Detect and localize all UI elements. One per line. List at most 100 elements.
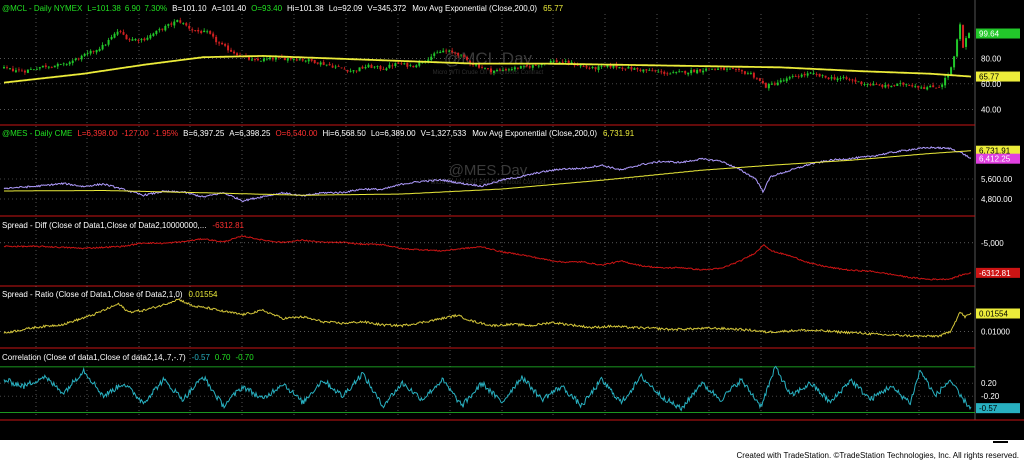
mcl-candle-body (304, 60, 307, 62)
mes-high: Hi=6,568.50 (322, 129, 366, 138)
footer-credit: Created with TradeStation. ©TradeStation… (737, 451, 1020, 460)
mcl-candle-body (791, 76, 794, 77)
mes-price-line (3, 146, 972, 203)
mcl-candle-body (785, 78, 788, 82)
mcl-candle-body (489, 68, 492, 73)
mcl-candle-body (325, 64, 328, 66)
x-axis-label: Oct (651, 424, 664, 433)
mcl-candle-body (507, 69, 510, 71)
mcl-candle-body (454, 52, 457, 54)
mcl-candle-body (666, 73, 669, 75)
mcl-high: Hi=101.38 (287, 4, 324, 13)
mcl-candle-body (492, 70, 495, 73)
mcl-candle-body (624, 68, 627, 70)
mcl-header-exchange: - Daily NYMEX (27, 4, 83, 13)
mcl-candle-body (839, 78, 842, 79)
mcl-study-value: 65.77 (543, 4, 564, 13)
mcl-candle-body (137, 39, 140, 41)
mcl-candle-body (364, 67, 367, 69)
mcl-candle-body (298, 59, 301, 61)
mcl-candle-body (334, 66, 337, 68)
mcl-candle-body (911, 85, 914, 87)
mcl-candle-body (669, 73, 672, 75)
mcl-candle-body (62, 63, 65, 65)
mes-y-tick-label: 5,600.00 (981, 175, 1013, 184)
mcl-candle-body (436, 52, 439, 54)
mcl-candle-body (295, 59, 298, 61)
mcl-candle-body (206, 31, 209, 33)
correlation-header: Correlation (Close of data1,Close of dat… (2, 353, 254, 362)
mcl-candle-body (884, 84, 887, 88)
mcl-candle-body (767, 83, 770, 89)
mcl-header: @MCL - Daily NYMEX L=101.38 6.90 7.30% B=101… (2, 4, 564, 13)
mcl-candle-body (44, 65, 47, 67)
mcl-candle-body (693, 69, 696, 73)
mcl-candle-body (397, 62, 400, 64)
mcl-candle-body (65, 64, 68, 65)
mcl-candle-body (621, 67, 624, 69)
mcl-candle-body (815, 74, 818, 75)
spread-diff-line (3, 235, 972, 281)
mcl-candle-body (609, 65, 612, 68)
mcl-candle-body (38, 67, 41, 69)
mcl-candle-body (818, 73, 821, 77)
mcl-candle-body (749, 73, 752, 74)
mcl-candle-body (734, 69, 737, 70)
mcl-candle-body (648, 69, 651, 71)
mcl-candle-body (68, 62, 71, 65)
mcl-candle-body (851, 79, 854, 81)
mcl-candle-body (579, 65, 582, 67)
spread_diff-price-marker-label: -6312.81 (979, 269, 1011, 278)
mcl-candle-body (14, 70, 17, 72)
mcl-candle-body (215, 36, 218, 43)
mcl-candle-body (821, 75, 824, 77)
spread-ratio-value: 0.01554 (189, 290, 218, 299)
mcl-candle-body (917, 85, 920, 88)
mcl-candle-body (501, 69, 504, 71)
mcl-candle-body (346, 70, 349, 72)
mcl-candle-body (743, 71, 746, 74)
x-axis-label: Apr (133, 424, 146, 433)
mcl-candle-body (388, 64, 391, 68)
mcl-candle-body (179, 20, 182, 23)
mcl-candle-body (116, 31, 119, 35)
mcl-candle-body (908, 84, 911, 86)
spread_ratio-y-tick-label: 0.01000 (981, 327, 1010, 336)
mcl-candle-body (382, 68, 385, 70)
mcl-candle-body (905, 84, 908, 86)
mcl-candle-body (448, 50, 451, 52)
mcl-candle-body (149, 35, 152, 39)
mcl-candle-body (212, 33, 215, 37)
mes-last: L=6,398.00 (77, 129, 118, 138)
mcl-candle-body (478, 64, 481, 68)
mcl-candle-body (914, 86, 917, 88)
spread-ratio-header: Spread - Ratio (Close of Data1,Close of … (2, 290, 218, 299)
mcl-candle-body (56, 63, 59, 67)
mcl-candle-body (23, 70, 26, 73)
mcl-candle-body (651, 70, 654, 72)
mcl-candle-body (788, 77, 791, 79)
mcl-candle-body (812, 73, 815, 74)
mcl-candle-body (830, 77, 833, 79)
mcl-candle-body (926, 87, 929, 90)
mcl-candle-body (385, 68, 388, 71)
mcl-candle-body (588, 67, 591, 69)
mes-y-tick-label: 4,800.00 (981, 195, 1013, 204)
mcl-change: 6.90 (125, 4, 141, 13)
mcl-candle-body (337, 65, 340, 67)
mcl-candle-body (896, 83, 899, 86)
mcl-candle-body (373, 66, 376, 68)
mcl-candle-body (863, 84, 866, 85)
mcl-candle-body (95, 50, 98, 53)
mcl-candle-body (418, 61, 421, 66)
mcl-candle-body (761, 80, 764, 84)
mcl-candle-body (161, 28, 164, 30)
x-axis-label: Jul (808, 424, 818, 433)
mcl-candle-body (20, 70, 23, 72)
mes-study-label: Mov Avg Exponential (Close,200,0) (472, 129, 597, 138)
mcl-candle-body (726, 68, 729, 70)
mcl-candle-body (370, 64, 373, 68)
mcl-candle-body (110, 36, 113, 40)
mcl-candle-body (576, 64, 579, 66)
